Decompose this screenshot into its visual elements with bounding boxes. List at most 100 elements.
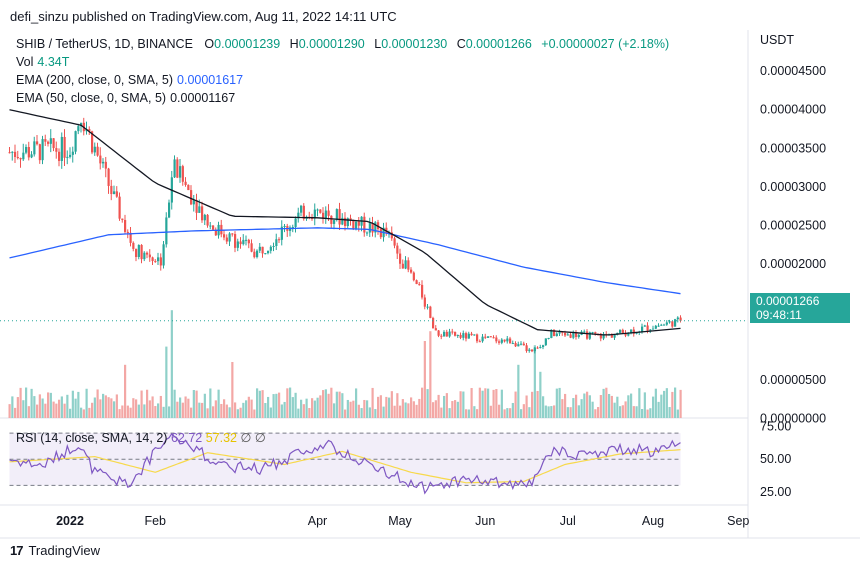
candle-body [412,272,415,281]
rsi-tick-label: 75.00 [760,420,791,434]
volume-legend[interactable]: Vol 4.34T [16,55,69,69]
volume-bar [630,393,633,418]
volume-bar [157,403,160,418]
candle-body [627,333,630,336]
high-value: 0.00001290 [298,37,365,51]
candle-body [324,210,327,219]
candle-body [456,334,459,336]
volume-bar [517,364,520,418]
volume-bar [88,407,91,418]
candle-body [52,138,55,149]
volume-bar [206,408,209,418]
volume-bar [148,400,151,418]
ema200-legend[interactable]: EMA (200, close, 0, SMA, 5) 0.00001617 [16,73,243,87]
candle-body [393,238,396,246]
candle-body [467,333,470,339]
volume-bar [451,401,454,418]
candle-body [96,146,99,156]
volume-bar [58,399,61,418]
candle-body [36,141,39,145]
candle-body [121,218,124,220]
symbol-label[interactable]: SHIB / TetherUS, 1D, BINANCE [16,37,193,51]
volume-bar [366,400,369,418]
volume-bar [16,397,19,418]
volume-bar [663,390,666,418]
volume-bar [278,392,281,418]
candle-body [41,139,44,161]
price-tick-label: 0.00003000 [760,180,826,194]
candle-body [478,341,481,343]
footer-branding[interactable]: 17 TradingView [10,543,100,558]
candle-body [16,157,19,159]
ema50-legend[interactable]: EMA (50, close, 0, SMA, 5) 0.00001167 [16,91,235,105]
volume-bar [492,389,495,418]
candle-body [679,317,682,321]
volume-bar [261,390,264,418]
volume-bar [671,391,674,418]
volume-bar [250,399,253,418]
volume-bar [456,401,459,418]
candle-body [245,239,248,241]
volume-bar [652,396,655,418]
volume-bar [338,391,341,418]
candle-body [195,200,198,213]
volume-bar [426,389,429,418]
candle-body [209,225,212,227]
candle-body [506,338,509,342]
volume-bar [404,402,407,418]
candle-body [143,252,146,260]
candle-body [514,343,517,347]
volume-bar [522,404,525,418]
rsi-extra-2: ∅ [254,431,266,445]
candle-body [484,336,487,338]
volume-bar [641,408,644,418]
candle-body [663,324,666,326]
candle-body [341,217,344,225]
candle-body [104,161,107,169]
candle-body [371,223,374,233]
candle-body [173,159,176,178]
candle-body [564,332,567,336]
volume-bar [467,409,470,418]
candle-body [440,335,443,337]
volume-bar [308,408,311,418]
volume-bar [14,407,17,418]
volume-bar [580,399,583,418]
volume-bar [599,395,602,418]
candle-body [443,331,446,337]
candle-body [33,141,36,155]
candle-body [652,328,655,330]
candle-body [8,152,11,154]
low-label: L [374,37,382,51]
volume-bar [126,405,129,418]
candle-body [588,332,591,339]
volume-bar [498,404,501,418]
volume-bar [649,408,652,418]
volume-bar [330,387,333,418]
candle-body [267,250,270,254]
low-value: 0.00001230 [381,37,448,51]
candle-body [49,138,52,144]
candle-body [236,241,239,248]
volume-bar [624,401,627,418]
candle-body [102,161,105,164]
volume-bar [412,401,415,418]
candle-body [434,328,437,331]
volume-bar [258,390,261,418]
volume-bar [181,402,184,418]
volume-bar [533,345,536,418]
candle-body [291,227,294,229]
volume-bar [198,402,201,418]
volume-bar [379,395,382,418]
volume-bar [635,406,638,418]
candle-body [536,347,539,349]
volume-bar [520,409,523,418]
rsi-legend[interactable]: RSI (14, close, SMA, 14, 2) 62.72 57.32 … [16,430,266,445]
volume-bar [74,398,77,418]
volume-bar [239,407,242,418]
volume-bar [132,398,135,418]
volume-bar [173,389,176,418]
time-tick-label: Sep [727,514,749,528]
candle-body [247,239,250,244]
